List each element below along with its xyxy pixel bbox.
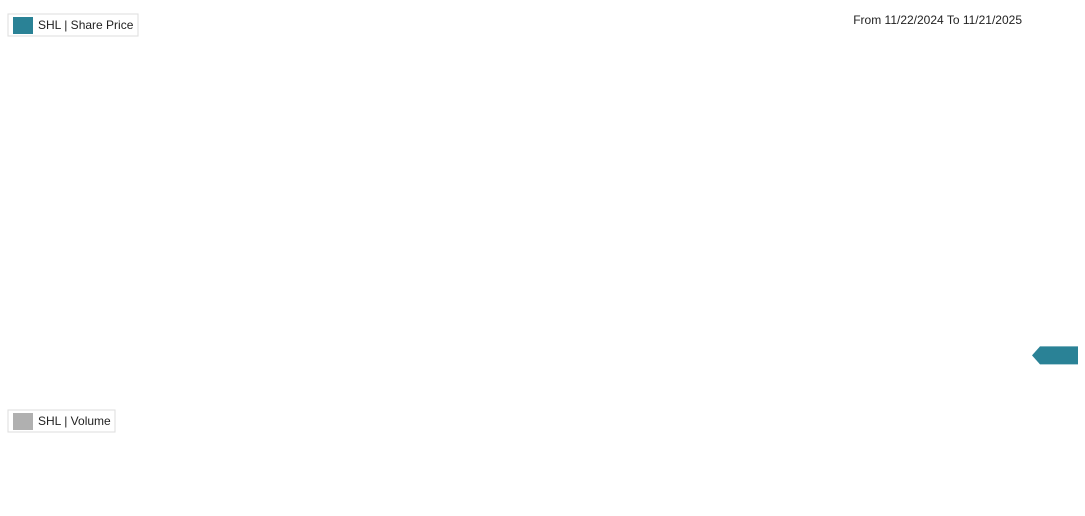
- legend-swatch: [13, 413, 33, 430]
- legend-label: SHL | Volume: [38, 414, 111, 428]
- last-price-tag: [1032, 346, 1078, 365]
- chart-subtitle: From 11/22/2024 To 11/21/2025: [853, 13, 1022, 27]
- legend-swatch: [13, 17, 33, 34]
- legend-box: [7, 13, 139, 37]
- legend-box: [7, 409, 116, 433]
- legend-label: SHL | Share Price: [38, 18, 134, 32]
- labels: SHL | Share Price From 11/22/2024 To 11/…: [7, 13, 1078, 433]
